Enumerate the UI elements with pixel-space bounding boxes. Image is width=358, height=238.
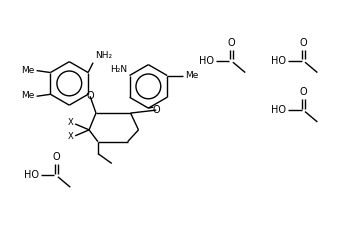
Text: O: O <box>153 105 160 115</box>
Text: O: O <box>53 153 60 163</box>
Text: X: X <box>68 119 73 128</box>
Text: HO: HO <box>24 170 39 180</box>
Text: HO: HO <box>199 56 214 66</box>
Text: O: O <box>228 38 235 48</box>
Text: HO: HO <box>271 56 286 66</box>
Text: Me: Me <box>21 66 35 75</box>
Text: NH₂: NH₂ <box>95 51 112 60</box>
Text: X: X <box>68 132 73 141</box>
Text: HO: HO <box>271 105 286 115</box>
Text: Me: Me <box>185 71 198 80</box>
Text: H₂N: H₂N <box>110 64 127 74</box>
Text: O: O <box>86 91 94 101</box>
Text: O: O <box>300 87 307 97</box>
Text: O: O <box>300 38 307 48</box>
Text: Me: Me <box>21 91 35 100</box>
